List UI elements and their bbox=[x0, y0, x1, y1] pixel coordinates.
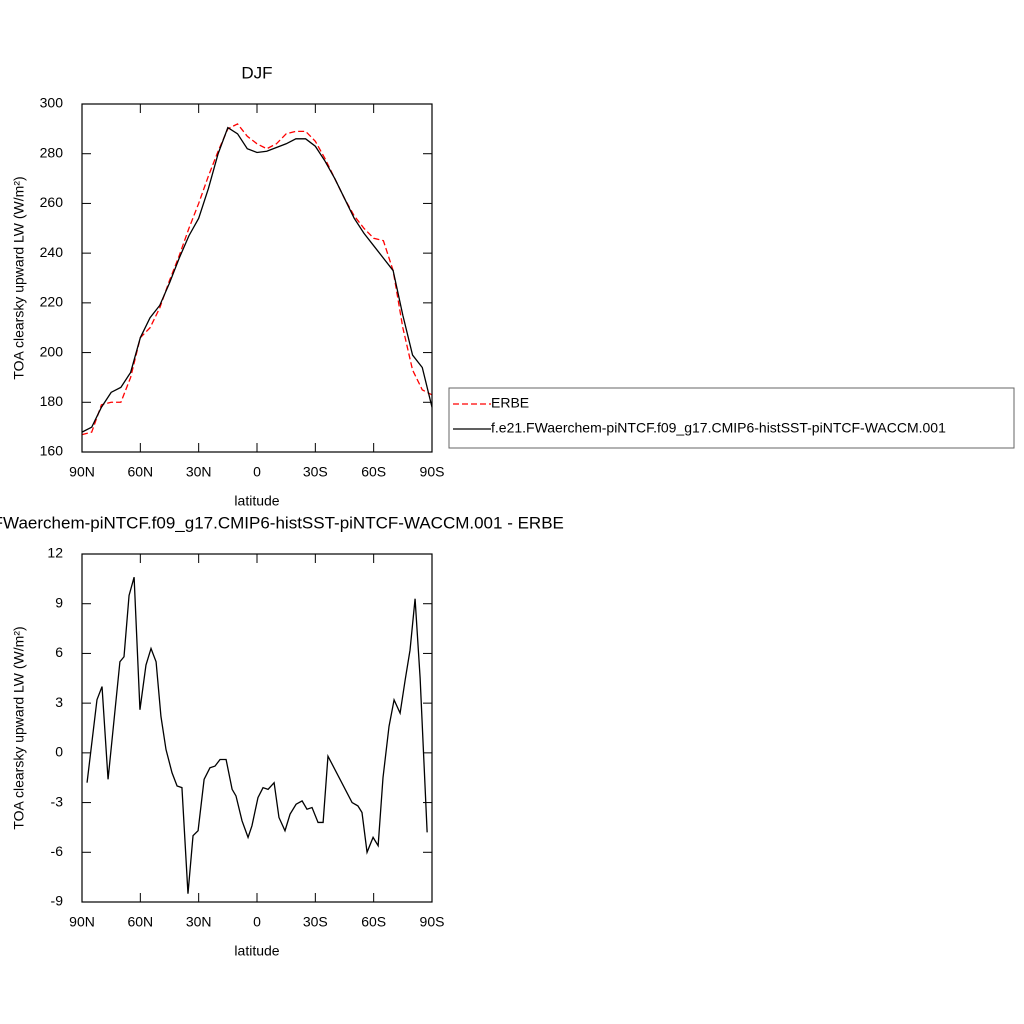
y-tick-label: 160 bbox=[40, 443, 64, 459]
y-tick-label: 0 bbox=[55, 744, 63, 760]
y-tick-label: 280 bbox=[40, 144, 64, 160]
y-tick-label: -9 bbox=[51, 893, 64, 909]
chart-title: f.e21.FWaerchem-piNTCF.f09_g17.CMIP6-his… bbox=[0, 513, 564, 532]
plot-frame bbox=[81, 103, 433, 453]
y-tick-label: 200 bbox=[40, 343, 64, 359]
y-tick-label: 180 bbox=[40, 393, 64, 409]
y-tick-label: 220 bbox=[40, 294, 64, 310]
legend: ERBE f.e21.FWaerchem-piNTCF.f09_g17.CMIP6… bbox=[448, 387, 1015, 449]
x-tick-label: 60S bbox=[361, 914, 386, 930]
y-tick-label: 3 bbox=[55, 694, 63, 710]
y-tick-label: 240 bbox=[40, 244, 64, 260]
y-tick-label: 12 bbox=[47, 545, 63, 561]
legend-frame bbox=[448, 387, 1015, 449]
x-tick-label: 60S bbox=[361, 464, 386, 480]
y-axis-label: TOA clearsky upward LW (W/m²) bbox=[11, 176, 27, 379]
chart-title: DJF bbox=[241, 63, 272, 82]
data-line bbox=[81, 123, 433, 436]
y-tick-label: 260 bbox=[40, 194, 64, 210]
legend-label: ERBE bbox=[491, 395, 529, 411]
x-tick-label: 90S bbox=[420, 464, 445, 480]
plot-frame bbox=[81, 553, 433, 903]
y-tick-label: 300 bbox=[40, 95, 64, 111]
y-tick-label: 9 bbox=[55, 594, 63, 610]
x-tick-label: 30N bbox=[186, 914, 212, 930]
x-tick-label: 30N bbox=[186, 464, 212, 480]
y-axis-label: TOA clearsky upward LW (W/m²) bbox=[11, 626, 27, 829]
x-tick-label: 90N bbox=[69, 464, 95, 480]
y-tick-label: -3 bbox=[51, 793, 64, 809]
data-line bbox=[81, 126, 433, 433]
x-tick-label: 90N bbox=[69, 914, 95, 930]
x-axis-label: latitude bbox=[234, 493, 279, 509]
x-tick-label: 90S bbox=[420, 914, 445, 930]
x-tick-label: 60N bbox=[127, 914, 153, 930]
x-axis-label: latitude bbox=[234, 943, 279, 959]
legend-label: f.e21.FWaerchem-piNTCF.f09_g17.CMIP6-his… bbox=[491, 420, 946, 436]
x-tick-label: 60N bbox=[127, 464, 153, 480]
y-tick-label: 6 bbox=[55, 644, 63, 660]
y-tick-label: -6 bbox=[51, 843, 64, 859]
data-line bbox=[86, 577, 428, 894]
x-tick-label: 0 bbox=[253, 464, 261, 480]
x-tick-label: 30S bbox=[303, 914, 328, 930]
x-tick-label: 30S bbox=[303, 464, 328, 480]
x-tick-label: 0 bbox=[253, 914, 261, 930]
